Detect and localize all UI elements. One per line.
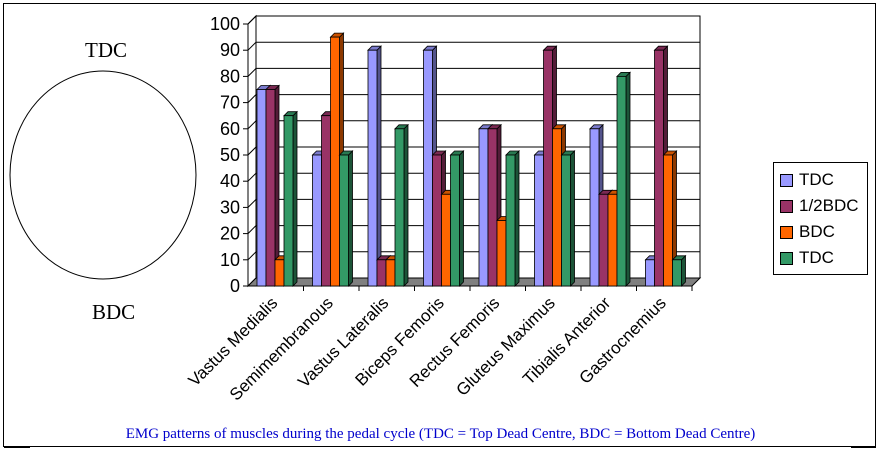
bar-side	[376, 45, 382, 287]
legend-label: TDC	[799, 248, 834, 267]
bar	[423, 49, 433, 287]
y-tick-label: 50	[220, 145, 240, 165]
legend-label: BDC	[799, 222, 835, 241]
y-tick-label: 30	[220, 197, 240, 217]
y-tick-label: 100	[210, 14, 240, 34]
bar-side	[625, 71, 631, 287]
gridline-diagonal	[247, 41, 257, 51]
bar-side	[348, 150, 353, 287]
gridline-diagonal	[247, 68, 257, 77]
bar	[256, 89, 267, 287]
y-tick-label: 60	[220, 119, 240, 139]
caption-rule-right	[851, 447, 876, 448]
bar	[534, 154, 544, 287]
legend-swatch	[780, 251, 793, 265]
bar-side	[514, 150, 520, 287]
bar-side	[570, 150, 575, 287]
bar	[312, 154, 322, 287]
legend-label: TDC	[799, 170, 834, 189]
bar	[672, 259, 682, 287]
bar	[645, 259, 655, 287]
gridline-diagonal	[247, 94, 257, 103]
bar	[283, 115, 294, 287]
bar	[339, 154, 349, 287]
figure-caption: EMG patterns of muscles during the pedal…	[125, 426, 756, 442]
bar-side	[681, 254, 686, 287]
bar	[394, 128, 405, 287]
legend-swatch	[780, 173, 793, 187]
bar-side	[292, 110, 298, 287]
legend-swatch	[780, 199, 793, 213]
bar	[505, 154, 516, 287]
bar	[654, 49, 664, 287]
bar	[552, 128, 562, 287]
bar	[598, 193, 609, 287]
bar-side	[459, 150, 464, 287]
bar-side	[403, 123, 409, 287]
chart-legend: TDC 1/2BDC BDC TDC	[773, 162, 868, 275]
diagram-top-label: TDC	[85, 38, 127, 62]
bar	[385, 259, 396, 287]
gridline-diagonal	[247, 146, 257, 156]
y-tick-label: 10	[220, 250, 240, 270]
bar	[478, 128, 489, 287]
caption-rule-left	[4, 447, 30, 448]
bar	[496, 220, 507, 287]
bar	[376, 259, 387, 287]
bar	[274, 259, 285, 287]
y-tick-label: 20	[220, 224, 240, 244]
y-tick-label: 80	[220, 66, 240, 86]
bar	[432, 154, 442, 287]
y-tick-label: 40	[220, 171, 240, 191]
legend-item: 1/2BDC	[780, 193, 867, 219]
figure-frame	[3, 3, 876, 447]
bar	[616, 76, 627, 287]
pedal-cycle-circle	[9, 70, 197, 280]
legend-item: TDC	[780, 245, 867, 271]
bar	[321, 115, 331, 287]
y-tick-label: 70	[220, 93, 240, 113]
bar	[589, 128, 600, 287]
gridline-diagonal	[247, 199, 257, 208]
bar	[487, 128, 498, 287]
gridline-diagonal	[247, 172, 257, 182]
diagram-bottom-label: BDC	[92, 300, 136, 324]
gridline-diagonal	[247, 120, 257, 130]
bar	[607, 193, 618, 287]
legend-label: 1/2BDC	[799, 196, 859, 215]
x-tick-label: Gluteus Maximus	[453, 293, 559, 399]
bar	[663, 154, 673, 287]
y-tick-label: 0	[230, 276, 240, 296]
gridline-diagonal	[247, 251, 257, 261]
bar	[561, 154, 571, 287]
bar	[330, 36, 340, 287]
gridline-diagonal	[247, 225, 257, 234]
y-tick-label: 90	[220, 40, 240, 60]
bar	[441, 193, 451, 287]
legend-swatch	[780, 225, 793, 239]
bar	[450, 154, 460, 287]
x-tick-label: Semimembranous	[226, 293, 337, 404]
bar	[265, 89, 276, 287]
legend-item: TDC	[780, 167, 867, 193]
gridline-diagonal	[247, 15, 257, 25]
legend-item: BDC	[780, 219, 867, 245]
bar	[367, 49, 378, 287]
bar	[543, 49, 553, 287]
